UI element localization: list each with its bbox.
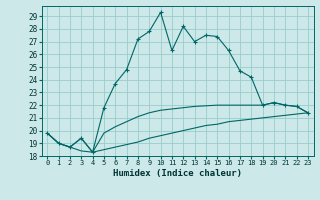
X-axis label: Humidex (Indice chaleur): Humidex (Indice chaleur) [113,169,242,178]
